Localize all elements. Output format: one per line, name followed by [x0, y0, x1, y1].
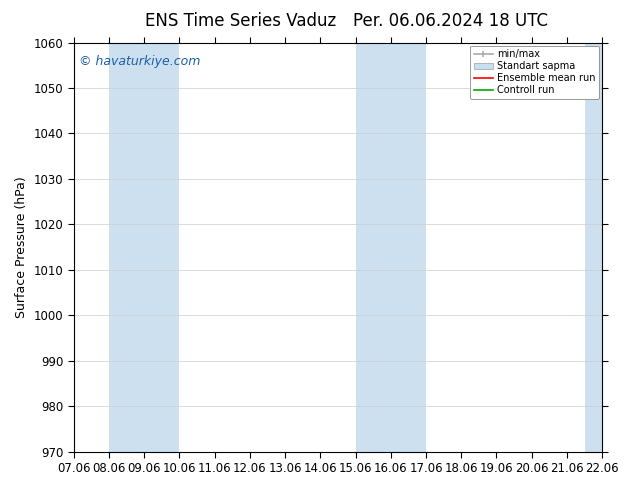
Bar	[109, 43, 179, 452]
Y-axis label: Surface Pressure (hPa): Surface Pressure (hPa)	[15, 176, 28, 318]
Text: Per. 06.06.2024 18 UTC: Per. 06.06.2024 18 UTC	[353, 12, 548, 30]
Legend: min/max, Standart sapma, Ensemble mean run, Controll run: min/max, Standart sapma, Ensemble mean r…	[470, 46, 599, 99]
Text: ENS Time Series Vaduz: ENS Time Series Vaduz	[145, 12, 337, 30]
Text: © havaturkiye.com: © havaturkiye.com	[79, 55, 200, 68]
Bar	[356, 43, 426, 452]
Bar	[585, 43, 602, 452]
